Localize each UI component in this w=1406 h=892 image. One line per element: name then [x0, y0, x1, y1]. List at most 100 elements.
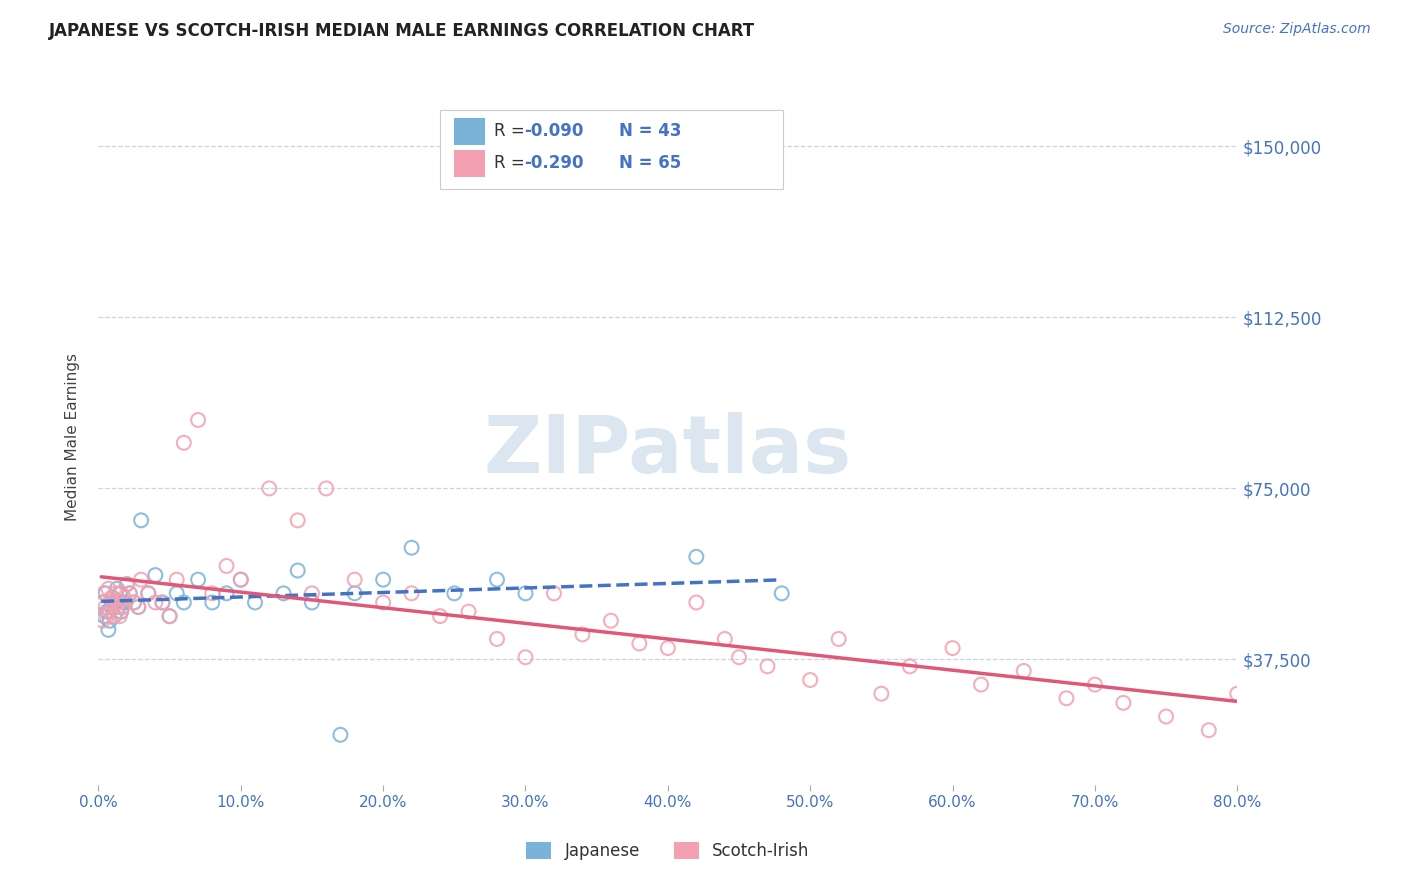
- Point: [229, 573, 252, 587]
- Point: [97, 623, 120, 637]
- Point: [122, 595, 145, 609]
- Point: [110, 586, 132, 600]
- Y-axis label: Median Male Earnings: Median Male Earnings: [65, 353, 80, 521]
- Point: [301, 586, 323, 600]
- Point: [486, 632, 509, 646]
- Point: [287, 564, 309, 578]
- Point: [96, 609, 118, 624]
- Point: [118, 586, 141, 600]
- Point: [301, 595, 323, 609]
- Point: [942, 641, 965, 656]
- Text: R =: R =: [494, 122, 530, 140]
- Point: [870, 687, 893, 701]
- Point: [100, 600, 122, 615]
- Point: [112, 591, 135, 605]
- Point: [98, 605, 121, 619]
- Point: [152, 595, 174, 609]
- Point: [215, 558, 238, 573]
- Point: [756, 659, 779, 673]
- Point: [145, 595, 167, 609]
- Point: [371, 595, 394, 609]
- Point: [105, 605, 128, 619]
- Point: [229, 573, 252, 587]
- Point: [685, 595, 707, 609]
- Legend: Japanese, Scotch-Irish: Japanese, Scotch-Irish: [520, 836, 815, 867]
- Point: [215, 586, 238, 600]
- Point: [115, 577, 138, 591]
- Point: [93, 609, 115, 624]
- Point: [714, 632, 737, 646]
- Point: [657, 641, 679, 656]
- Point: [1226, 687, 1249, 701]
- Point: [201, 595, 224, 609]
- Point: [728, 650, 751, 665]
- Point: [343, 573, 366, 587]
- Point: [571, 627, 593, 641]
- Point: [145, 568, 167, 582]
- Point: [127, 600, 149, 615]
- Point: [201, 586, 224, 600]
- Point: [628, 636, 651, 650]
- Point: [108, 586, 131, 600]
- Text: N = 43: N = 43: [619, 122, 681, 140]
- Point: [112, 595, 135, 609]
- Point: [1112, 696, 1135, 710]
- Point: [799, 673, 821, 687]
- Point: [259, 482, 281, 496]
- Point: [100, 591, 122, 605]
- Point: [1056, 691, 1078, 706]
- Point: [343, 586, 366, 600]
- Point: [515, 586, 537, 600]
- Point: [159, 609, 181, 624]
- Point: [105, 582, 128, 596]
- Point: [273, 586, 295, 600]
- Point: [401, 541, 423, 555]
- Text: Source: ZipAtlas.com: Source: ZipAtlas.com: [1223, 22, 1371, 37]
- Point: [443, 586, 465, 600]
- Point: [970, 677, 993, 691]
- Point: [371, 573, 394, 587]
- Point: [111, 600, 134, 615]
- Text: -0.290: -0.290: [524, 154, 583, 172]
- Point: [1012, 664, 1035, 678]
- Point: [770, 586, 793, 600]
- Point: [457, 605, 479, 619]
- Point: [115, 577, 138, 591]
- Point: [136, 586, 159, 600]
- Point: [122, 595, 145, 609]
- Point: [91, 614, 114, 628]
- Point: [91, 595, 114, 609]
- Point: [103, 609, 125, 624]
- Point: [166, 573, 188, 587]
- Point: [1198, 723, 1220, 738]
- Point: [515, 650, 537, 665]
- Point: [1084, 677, 1107, 691]
- Point: [166, 586, 188, 600]
- Point: [108, 609, 131, 624]
- Point: [600, 614, 623, 628]
- Point: [329, 728, 352, 742]
- Point: [401, 586, 423, 600]
- Point: [101, 591, 124, 605]
- Point: [96, 605, 118, 619]
- Point: [173, 595, 195, 609]
- Point: [110, 605, 132, 619]
- Point: [118, 586, 141, 600]
- Point: [152, 595, 174, 609]
- Point: [104, 595, 127, 609]
- Text: R =: R =: [494, 154, 530, 172]
- Point: [486, 573, 509, 587]
- Point: [173, 435, 195, 450]
- Point: [107, 600, 129, 615]
- Text: N = 65: N = 65: [619, 154, 681, 172]
- Point: [97, 582, 120, 596]
- Text: JAPANESE VS SCOTCH-IRISH MEDIAN MALE EARNINGS CORRELATION CHART: JAPANESE VS SCOTCH-IRISH MEDIAN MALE EAR…: [49, 22, 755, 40]
- Point: [828, 632, 851, 646]
- Point: [898, 659, 921, 673]
- Point: [103, 609, 125, 624]
- Point: [543, 586, 565, 600]
- Point: [129, 513, 152, 527]
- Point: [93, 586, 115, 600]
- Point: [685, 549, 707, 564]
- Text: -0.090: -0.090: [524, 122, 583, 140]
